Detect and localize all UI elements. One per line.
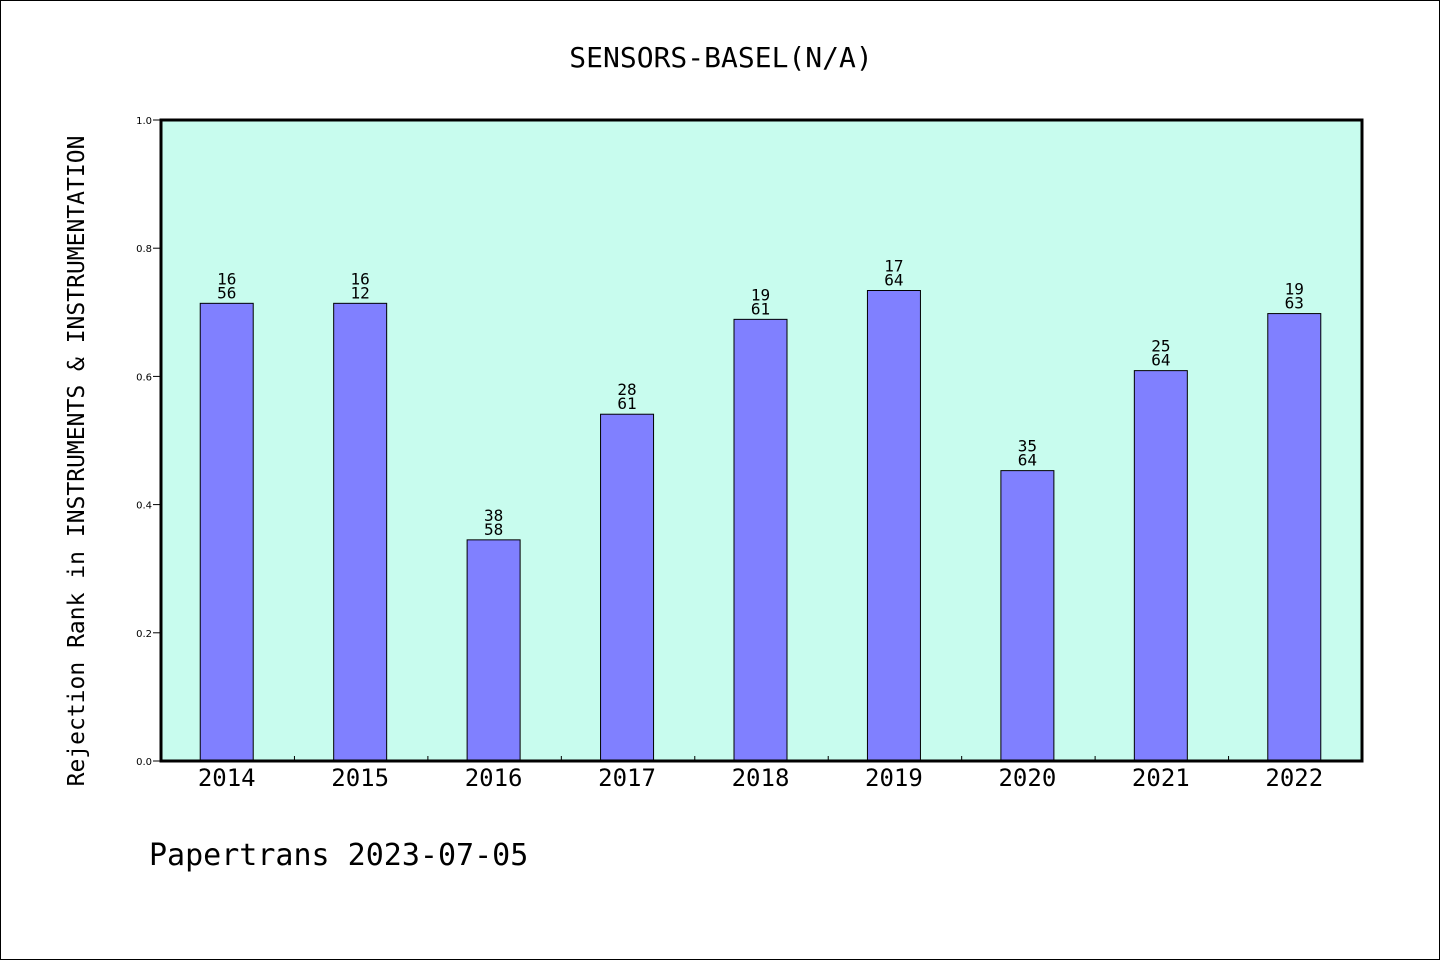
data-label-total: 61 (751, 299, 770, 318)
y-tick-label: 0.4 (136, 501, 152, 512)
data-label-total: 58 (484, 520, 503, 539)
bar-2020 (1001, 471, 1054, 761)
x-tick-label-2021: 2021 (1132, 764, 1190, 792)
footer-text: Papertrans 2023-07-05 (149, 838, 528, 873)
y-tick-label: 0.0 (136, 757, 152, 768)
bar-2018 (734, 319, 787, 761)
data-label-total: 64 (884, 271, 903, 290)
x-tick-label-2016: 2016 (465, 764, 523, 792)
y-tick-label: 0.2 (136, 629, 152, 640)
y-axis-label: Rejection Rank in INSTRUMENTS & INSTRUME… (64, 136, 90, 787)
x-tick-label-2015: 2015 (331, 764, 389, 792)
x-tick-label-2019: 2019 (865, 764, 923, 792)
chart-frame: SENSORS-BASEL(N/A) Rejection Rank in INS… (0, 0, 1440, 960)
y-tick-label: 0.6 (136, 372, 152, 383)
data-label-total: 61 (617, 394, 636, 413)
bar-2014 (200, 303, 253, 761)
bar-chart: SENSORS-BASEL(N/A) Rejection Rank in INS… (1, 1, 1439, 959)
bar-2021 (1134, 371, 1187, 761)
bar-2017 (601, 414, 654, 761)
x-tick-label-2020: 2020 (998, 764, 1056, 792)
data-label-total: 64 (1018, 451, 1037, 470)
data-label-total: 64 (1151, 351, 1170, 370)
data-label-total: 56 (217, 283, 236, 302)
data-label-total: 12 (351, 283, 370, 302)
x-tick-label-2014: 2014 (198, 764, 256, 792)
bar-2022 (1268, 314, 1321, 761)
bar-2016 (467, 540, 520, 761)
bar-2019 (867, 291, 920, 761)
data-label-total: 63 (1285, 294, 1304, 313)
y-tick-label: 1.0 (136, 116, 152, 127)
chart-title: SENSORS-BASEL(N/A) (569, 41, 872, 74)
x-tick-label-2018: 2018 (732, 764, 790, 792)
x-tick-label-2022: 2022 (1265, 764, 1323, 792)
y-tick-label: 0.8 (136, 244, 152, 255)
bar-2015 (334, 303, 387, 761)
x-tick-label-2017: 2017 (598, 764, 656, 792)
